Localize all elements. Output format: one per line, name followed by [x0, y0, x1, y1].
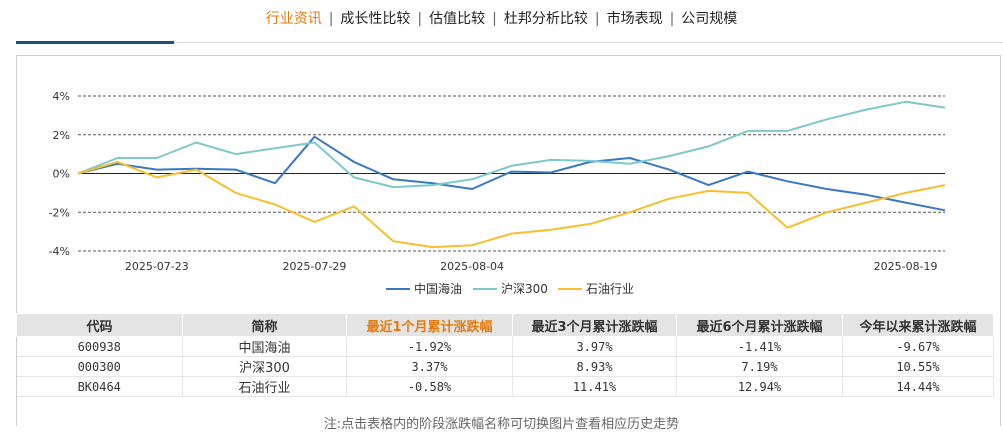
- cell-ytd: -9.67%: [842, 336, 994, 357]
- legend-label: 石油行业: [586, 282, 634, 296]
- tab-separator: |: [492, 11, 497, 27]
- y-tick-label: 0%: [53, 168, 70, 181]
- tab-industry-news[interactable]: 行业资讯: [265, 11, 322, 27]
- cell-6m: 7.19%: [676, 356, 843, 377]
- tab-separator: |: [594, 11, 600, 27]
- cell-code: 000300: [16, 356, 183, 377]
- cell-3m: 8.93%: [512, 356, 677, 377]
- tab-separator: |: [328, 11, 334, 27]
- tab-underline: [16, 42, 1003, 43]
- legend-label: 沪深300: [501, 282, 548, 296]
- cell-code: BK0464: [16, 376, 183, 397]
- footnote: 注:点击表格内的阶段涨跌幅名称可切换图片查看相应历史走势: [323, 417, 680, 432]
- tab-dupont-compare[interactable]: 杜邦分析比较: [503, 11, 588, 27]
- series-line: [77, 135, 946, 212]
- cell-name: 中国海油: [182, 336, 347, 357]
- header-3m-change[interactable]: 最近3个月累计涨跌幅: [512, 313, 677, 337]
- cell-ytd: 10.55%: [842, 356, 994, 377]
- tab-bar: 行业资讯 | 成长性比较 | 估值比较 | 杜邦分析比较 | 市场表现 | 公司规模: [0, 6, 1003, 32]
- cell-1m: -1.92%: [346, 336, 513, 357]
- y-tick-label: 2%: [53, 129, 70, 142]
- series-line: [77, 100, 946, 189]
- cell-code: 600938: [16, 336, 183, 357]
- header-1m-change[interactable]: 最近1个月累计涨跌幅: [346, 313, 513, 337]
- cell-6m: -1.41%: [676, 336, 843, 357]
- cell-1m: 3.37%: [346, 356, 513, 377]
- performance-table: 代码 简称 最近1个月累计涨跌幅 最近3个月累计涨跌幅 最近6个月累计涨跌幅 今…: [16, 313, 994, 397]
- cell-1m: -0.58%: [346, 376, 513, 397]
- header-name: 简称: [182, 313, 347, 337]
- cell-ytd: 14.44%: [842, 376, 994, 397]
- cell-6m: 12.94%: [676, 376, 843, 397]
- y-tick-label: -4%: [49, 245, 70, 258]
- header-code: 代码: [16, 313, 183, 337]
- y-tick-label: 4%: [53, 90, 70, 103]
- chart-panel: [16, 55, 1001, 426]
- table-row: 600938 中国海油 -1.92% 3.97% -1.41% -9.67%: [16, 336, 994, 357]
- x-tick-label: 2025-08-19: [874, 260, 938, 273]
- series-line: [77, 160, 946, 249]
- x-tick-label: 2025-07-23: [125, 260, 189, 273]
- cell-name: 沪深300: [182, 356, 347, 377]
- performance-chart: 4% 2% 0% -2% -4% 2025-07-23 2025-07-29 2025-08-…: [49, 90, 946, 296]
- active-tab-indicator: [16, 41, 174, 44]
- cell-3m: 11.41%: [512, 376, 677, 397]
- y-tick-label: -2%: [49, 206, 70, 219]
- tab-market-performance[interactable]: 市场表现: [606, 11, 663, 27]
- header-ytd-change[interactable]: 今年以来累计涨跌幅: [842, 313, 994, 337]
- tab-company-scale[interactable]: 公司规模: [681, 11, 738, 27]
- header-6m-change[interactable]: 最近6个月累计涨跌幅: [676, 313, 843, 337]
- legend-label: 中国海油: [414, 281, 462, 296]
- x-tick-label: 2025-08-04: [440, 260, 504, 273]
- cell-name: 石油行业: [182, 376, 347, 397]
- tab-valuation-compare[interactable]: 估值比较: [429, 11, 486, 27]
- tab-growth-compare[interactable]: 成长性比较: [340, 11, 411, 27]
- tab-separator: |: [669, 11, 675, 27]
- table-row: BK0464 石油行业 -0.58% 11.41% 12.94% 14.44%: [16, 376, 994, 397]
- cell-3m: 3.97%: [512, 336, 677, 357]
- table-row: 000300 沪深300 3.37% 8.93% 7.19% 10.55%: [16, 356, 994, 377]
- tab-separator: |: [417, 11, 423, 27]
- x-tick-label: 2025-07-29: [282, 260, 346, 273]
